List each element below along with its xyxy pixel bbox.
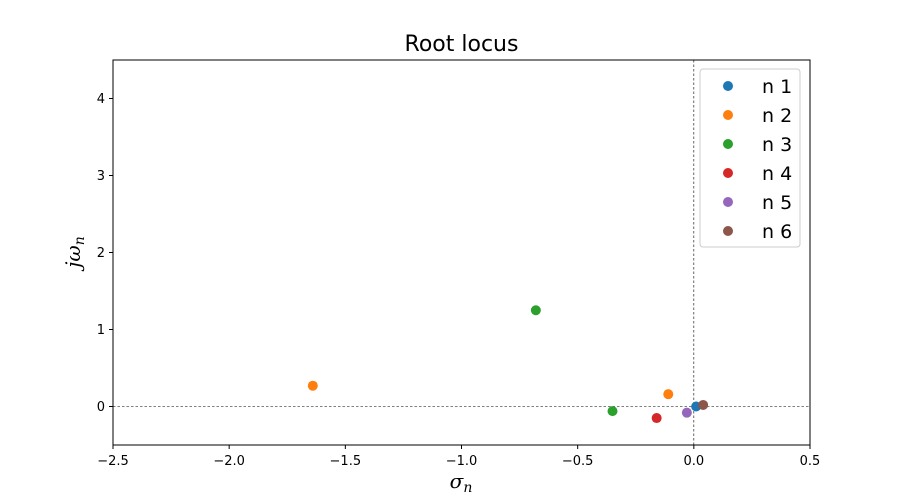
legend: n 1 n 2 n 3 n 4 n 5 n 6 xyxy=(699,68,801,248)
legend-marker-series-4 xyxy=(723,168,733,178)
y-tick-label: 3 xyxy=(97,169,105,184)
legend-label-series-1: n 1 xyxy=(762,76,792,98)
legend-marker-series-5 xyxy=(723,197,733,207)
y-tick-label: 4 xyxy=(97,92,105,107)
chart-title: Root locus xyxy=(405,32,519,57)
legend-label-series-4: n 4 xyxy=(762,163,792,185)
x-tick-label: −1.5 xyxy=(330,454,362,469)
x-axis: −2.5 −2.0 −1.5 −1.0 −0.5 0.0 0.5 xyxy=(97,445,820,469)
x-tick-label: −2.5 xyxy=(97,454,129,469)
legend-entries: n 1 n 2 n 3 n 4 n 5 n 6 xyxy=(723,76,792,243)
data-point-series-4 xyxy=(651,413,662,424)
legend-label-series-6: n 6 xyxy=(762,221,792,243)
legend-label-series-5: n 5 xyxy=(762,192,792,214)
legend-marker-series-3 xyxy=(723,139,733,149)
y-axis-label: jωn xyxy=(61,236,88,272)
x-tick-label: 0.5 xyxy=(800,454,821,469)
legend-marker-series-1 xyxy=(723,81,733,91)
x-axis-label: σn xyxy=(450,469,473,496)
legend-marker-series-6 xyxy=(723,226,733,236)
data-point-series-2 xyxy=(663,389,674,400)
data-markers xyxy=(307,305,709,424)
x-tick-label: −1.0 xyxy=(446,454,478,469)
legend-label-series-3: n 3 xyxy=(762,134,792,156)
x-tick-label: −0.5 xyxy=(562,454,594,469)
legend-marker-series-2 xyxy=(723,110,733,120)
y-axis: 0 1 2 3 4 xyxy=(97,92,113,415)
y-tick-label: 0 xyxy=(97,400,105,415)
y-tick-label: 1 xyxy=(97,323,105,338)
data-point-series-6 xyxy=(698,399,709,410)
data-point-series-5 xyxy=(681,407,692,418)
x-tick-label: −2.0 xyxy=(213,454,245,469)
data-point-series-3 xyxy=(530,305,541,316)
legend-label-series-2: n 2 xyxy=(762,105,792,127)
y-tick-label: 2 xyxy=(97,246,105,261)
data-point-series-2 xyxy=(307,380,318,391)
plot-area xyxy=(112,59,811,446)
data-point-series-3 xyxy=(607,406,618,417)
x-tick-label: 0.0 xyxy=(683,454,704,469)
